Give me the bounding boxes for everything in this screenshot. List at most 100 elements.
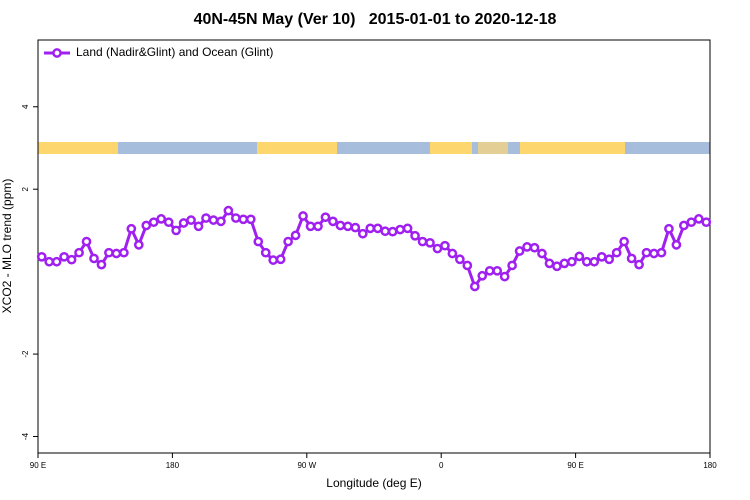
land-band (478, 142, 508, 154)
data-point (387, 226, 398, 237)
data-point (223, 205, 234, 216)
data-point (156, 214, 167, 224)
data-point (679, 220, 689, 231)
land-band (257, 142, 337, 154)
data-point (238, 214, 249, 225)
data-point (96, 259, 107, 270)
data-point (253, 236, 264, 247)
x-tick-label: 90 W (297, 461, 316, 470)
data-point (693, 214, 704, 224)
data-point (469, 281, 480, 292)
data-point (522, 242, 532, 252)
data-point (559, 258, 570, 269)
data-point (104, 247, 114, 258)
data-point (432, 243, 443, 254)
data-point (649, 248, 659, 259)
data-point (89, 253, 99, 264)
data-point (343, 221, 353, 232)
land-band (38, 142, 118, 154)
land-band (430, 142, 472, 154)
data-point (604, 254, 615, 265)
data-point (664, 223, 674, 234)
data-point (417, 236, 428, 247)
data-point (81, 236, 92, 247)
data-point (171, 225, 181, 236)
data-point (499, 271, 510, 282)
data-point (357, 228, 368, 239)
data-point (51, 256, 62, 267)
data-point (544, 258, 555, 269)
data-point (111, 248, 122, 259)
x-tick-label: 180 (166, 461, 180, 470)
data-point (514, 246, 525, 256)
data-point (313, 221, 323, 232)
data-point (484, 265, 495, 276)
data-point (59, 251, 69, 262)
data-point (402, 223, 413, 234)
data-point (701, 217, 712, 228)
data-point (178, 218, 189, 228)
data-point (596, 251, 607, 262)
data-point (641, 247, 652, 258)
data-point (36, 251, 47, 262)
data-point (350, 222, 361, 233)
data-point (275, 254, 286, 265)
data-point (380, 226, 391, 237)
x-tick-label: 90 E (567, 461, 583, 470)
data-point (163, 217, 174, 228)
data-point (193, 221, 204, 232)
data-point (477, 270, 488, 281)
data-point (537, 248, 547, 259)
y-tick-label: -4 (21, 432, 30, 440)
data-point (552, 261, 562, 272)
data-point (66, 254, 77, 265)
plot-frame (37, 39, 711, 454)
x-axis-label: Longitude (deg E) (326, 476, 421, 490)
data-point (410, 230, 420, 241)
data-point (619, 236, 629, 247)
data-point (216, 216, 226, 227)
data-point (447, 248, 458, 259)
data-point (328, 216, 338, 227)
data-point (44, 256, 55, 267)
y-tick-label: -2 (21, 350, 30, 358)
data-point (634, 259, 644, 270)
data-point (231, 213, 241, 223)
data-point (201, 213, 211, 223)
data-point (611, 247, 622, 258)
data-point (320, 212, 331, 223)
data-point (305, 221, 316, 232)
data-point (148, 217, 159, 228)
data-point (133, 240, 144, 250)
data-point (589, 256, 600, 267)
data-point (567, 256, 577, 267)
data-point (365, 223, 376, 234)
data-point (492, 265, 503, 276)
chart-title: 40N-45N May (Ver 10) 2015-01-01 to 2020-… (194, 11, 557, 28)
data-point (425, 237, 435, 248)
data-point (440, 240, 450, 251)
data-point (260, 247, 271, 258)
data-point (335, 220, 346, 231)
data-point (581, 256, 592, 267)
land-ocean-strip (38, 142, 710, 154)
data-point (245, 214, 256, 225)
x-tick-label: 0 (439, 461, 444, 470)
data-point (395, 224, 405, 235)
land-band (520, 142, 625, 154)
data-point (126, 223, 137, 234)
y-tick-label: 4 (21, 104, 30, 109)
data-point (671, 240, 682, 250)
data-point (455, 254, 465, 265)
data-point (462, 260, 473, 271)
data-point (268, 255, 279, 265)
legend-label: Land (Nadir&Glint) and Ocean (Glint) (76, 45, 273, 59)
data-point (119, 247, 129, 258)
data-point (529, 242, 540, 253)
legend-marker (52, 48, 62, 58)
data-point (298, 211, 308, 221)
data-point (208, 215, 219, 225)
data-point (141, 220, 152, 231)
